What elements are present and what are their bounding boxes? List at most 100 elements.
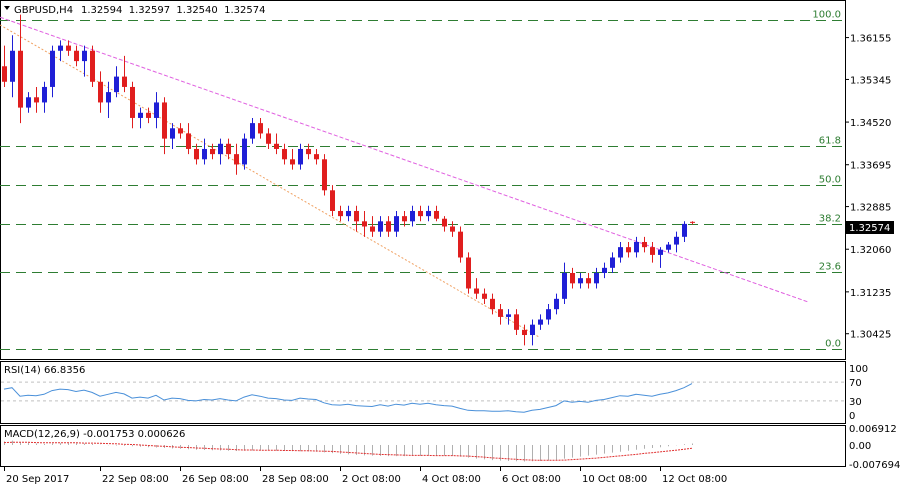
candle-body bbox=[370, 226, 375, 232]
candle-body bbox=[522, 329, 527, 336]
candle-body bbox=[562, 272, 567, 299]
macd-pane-frame[interactable] bbox=[0, 425, 846, 467]
candle-body bbox=[138, 112, 143, 118]
candle-body bbox=[466, 257, 471, 289]
candle-body bbox=[322, 159, 327, 191]
candle-body bbox=[354, 210, 359, 222]
candle-body bbox=[634, 241, 639, 253]
macd-signal-line bbox=[3, 441, 693, 461]
candle-body bbox=[394, 216, 399, 232]
macd-tick-label: 0.00 bbox=[849, 441, 871, 452]
candle-body bbox=[82, 50, 87, 62]
fib-level-label: 23.6 bbox=[819, 262, 841, 273]
candle-body bbox=[378, 221, 383, 232]
candle-body bbox=[418, 210, 423, 217]
candle-body bbox=[362, 221, 367, 227]
candle-body bbox=[298, 148, 303, 165]
rsi-tick-label: 70 bbox=[849, 378, 862, 389]
candle-body bbox=[66, 45, 71, 51]
candle-body bbox=[58, 45, 63, 51]
time-tick-label: 2 Oct 08:00 bbox=[342, 474, 401, 485]
candle-body bbox=[666, 244, 671, 250]
macd-tick-label: -0.007694 bbox=[849, 460, 900, 471]
candle-body bbox=[258, 123, 263, 134]
candle-body bbox=[642, 241, 647, 248]
macd-label: MACD(12,26,9) -0.001753 0.000626 bbox=[4, 429, 185, 440]
candle-body bbox=[26, 97, 31, 108]
candle-body bbox=[546, 309, 551, 320]
candle-body bbox=[426, 210, 431, 217]
candle-body bbox=[250, 123, 255, 139]
candle-body bbox=[554, 298, 559, 310]
time-axis: 20 Sep 2017 22 Sep 08:00 26 Sep 08:00 28 Se… bbox=[4, 467, 727, 485]
candle-body bbox=[170, 128, 175, 139]
chevron-down-icon[interactable] bbox=[4, 6, 10, 10]
candlestick-series bbox=[2, 14, 695, 346]
price-tick-label: 1.33695 bbox=[850, 161, 891, 172]
candle-body bbox=[474, 288, 479, 294]
rsi-indicator: 100 70 30 0 bbox=[1, 364, 868, 422]
candle-body bbox=[218, 143, 223, 155]
current-price-label: 1.32574 bbox=[849, 223, 890, 234]
drawn-lines[interactable] bbox=[0, 16, 809, 339]
candle-body bbox=[442, 218, 447, 227]
candle-body bbox=[162, 102, 167, 139]
candle-body bbox=[50, 50, 55, 87]
candle-body bbox=[674, 236, 679, 245]
candle-body bbox=[450, 226, 455, 232]
candle-body bbox=[402, 216, 407, 222]
time-tick-label: 10 Oct 08:00 bbox=[582, 474, 647, 485]
candle-body bbox=[330, 190, 335, 211]
candle-body bbox=[18, 50, 23, 108]
candle-body bbox=[42, 86, 47, 103]
candle-body bbox=[226, 143, 231, 155]
candle-body bbox=[338, 210, 343, 217]
candle-body bbox=[194, 148, 199, 160]
candle-body bbox=[602, 267, 607, 273]
symbol-timeframe: GBPUSD,H4 bbox=[14, 5, 73, 16]
candle-body bbox=[530, 324, 535, 336]
candle-body bbox=[90, 50, 95, 82]
fib-level-label: 50.0 bbox=[819, 175, 841, 186]
candle-body bbox=[410, 210, 415, 222]
candle-body bbox=[306, 148, 311, 155]
rsi-pane-frame[interactable] bbox=[0, 361, 846, 424]
candle-body bbox=[154, 102, 159, 118]
fib-level-label: 0.0 bbox=[825, 339, 841, 350]
rsi-tick-label: 100 bbox=[849, 364, 868, 375]
main-chart-frame[interactable] bbox=[0, 0, 846, 360]
price-tick-label: 1.34520 bbox=[850, 118, 891, 129]
fib-level-label: 100.0 bbox=[812, 10, 841, 21]
ohlc-values: 1.32594 1.32597 1.32540 1.32574 bbox=[81, 5, 265, 16]
price-axis: 1.36155 1.35345 1.34520 1.33695 1.32885 1.320… bbox=[845, 34, 891, 341]
macd-indicator: 0.006912 0.00 -0.007694 bbox=[3, 424, 900, 471]
rsi-tick-label: 0 bbox=[849, 411, 855, 422]
candle-body bbox=[618, 247, 623, 258]
price-tick-label: 1.32060 bbox=[850, 245, 891, 256]
candle-body bbox=[242, 138, 247, 165]
trendline[interactable] bbox=[0, 16, 809, 303]
candle-body bbox=[658, 249, 663, 255]
candle-body bbox=[202, 148, 207, 160]
price-tick-label: 1.30425 bbox=[850, 330, 891, 341]
fibonacci-retracement[interactable]: 100.0 61.8 50.0 38.2 23.6 0.0 bbox=[0, 10, 845, 350]
time-tick-label: 26 Sep 08:00 bbox=[182, 474, 249, 485]
candle-body bbox=[114, 76, 119, 93]
candle-body bbox=[346, 210, 351, 217]
time-tick-label: 22 Sep 08:00 bbox=[102, 474, 169, 485]
candle-body bbox=[2, 66, 7, 82]
candle-body bbox=[594, 272, 599, 284]
candle-body bbox=[274, 143, 279, 149]
time-tick-label: 28 Sep 08:00 bbox=[262, 474, 329, 485]
time-tick-label: 12 Oct 08:00 bbox=[662, 474, 727, 485]
candle-body bbox=[98, 81, 103, 103]
price-tick-label: 1.36155 bbox=[850, 34, 891, 45]
candle-body bbox=[506, 314, 511, 317]
candle-body bbox=[74, 50, 79, 62]
candle-body bbox=[34, 97, 39, 103]
candle-body bbox=[122, 76, 127, 87]
candle-body bbox=[210, 148, 215, 155]
candle-body bbox=[434, 210, 439, 219]
candle-body bbox=[498, 309, 503, 317]
